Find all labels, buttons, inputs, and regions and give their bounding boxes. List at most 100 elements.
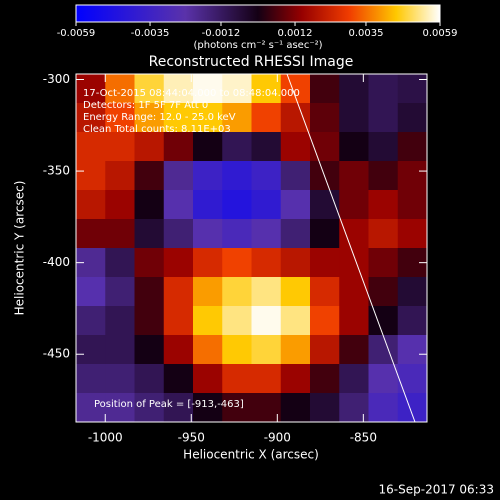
heatmap-cell: [251, 190, 282, 220]
heatmap-cell: [339, 103, 369, 133]
heatmap-cell: [163, 219, 194, 249]
heatmap-cell: [105, 190, 135, 220]
heatmap-cell: [251, 277, 282, 307]
heatmap-cell: [368, 219, 399, 249]
heatmap-cell: [280, 335, 311, 365]
heatmap-cell: [251, 161, 282, 191]
heatmap-cell: [193, 103, 223, 133]
heatmap-cell: [193, 393, 223, 423]
heatmap-cell: [310, 335, 340, 365]
heatmap-cell: [76, 161, 106, 191]
heatmap-cell: [397, 219, 428, 249]
heatmap-cell: [76, 393, 106, 423]
heatmap-cell: [310, 74, 340, 104]
heatmap-cell: [134, 190, 165, 220]
heatmap-cell: [222, 248, 252, 278]
colorbar-tick-label: -0.0012: [202, 28, 241, 39]
heatmap-cell: [222, 74, 252, 104]
heatmap-cell: [280, 277, 311, 307]
heatmap-cell: [251, 335, 282, 365]
heatmap-cell: [163, 306, 194, 336]
heatmap-cell: [105, 132, 135, 162]
heatmap-cell: [163, 277, 194, 307]
heatmap-cell: [310, 103, 340, 133]
y-tick-label: -450: [43, 347, 70, 361]
chart-title: Reconstructed RHESSI Image: [149, 54, 354, 70]
heatmap-cell: [105, 364, 135, 394]
x-axis-label: Heliocentric X (arcsec): [183, 448, 319, 462]
heatmap-cell: [193, 306, 223, 336]
heatmap-cell: [193, 190, 223, 220]
heatmap-cell: [397, 393, 428, 423]
heatmap-cell: [397, 190, 428, 220]
heatmap-cell: [251, 248, 282, 278]
heatmap-cell: [222, 393, 252, 423]
heatmap-cell: [280, 161, 311, 191]
heatmap-cell: [368, 393, 399, 423]
heatmap-cell: [251, 364, 282, 394]
plot-frame: [75, 73, 428, 423]
heatmap-cell: [105, 103, 135, 133]
heatmap-cell: [310, 132, 340, 162]
colorbar: [75, 4, 441, 23]
heatmap-cell: [339, 306, 369, 336]
x-tick-label: -900: [264, 431, 291, 445]
y-tick-label: -350: [43, 164, 70, 178]
heatmap-cell: [251, 393, 282, 423]
heatmap-cell: [222, 277, 252, 307]
heatmap-cell: [222, 306, 252, 336]
heatmap-cell: [163, 161, 194, 191]
heatmap-cell: [134, 74, 165, 104]
heatmap-cell: [76, 335, 106, 365]
heatmap-cell: [251, 74, 282, 104]
heatmap-cell: [368, 335, 399, 365]
heatmap-cell: [222, 161, 252, 191]
heatmap-cell: [105, 161, 135, 191]
heatmap-cell: [280, 393, 311, 423]
heatmap-cell: [397, 103, 428, 133]
heatmap-cell: [134, 132, 165, 162]
heatmap-cell: [280, 306, 311, 336]
annotation: Clean Total counts: 8.11E+03: [83, 124, 231, 135]
heatmap-cell: [222, 103, 252, 133]
heatmap-cell: [368, 306, 399, 336]
heatmap-cell: [105, 74, 135, 104]
heatmap-cell: [251, 103, 282, 133]
heatmap-cell: [193, 335, 223, 365]
heatmap-cell: [280, 103, 311, 133]
timestamp: 16-Sep-2017 06:33: [379, 483, 494, 497]
solar-limb: [286, 73, 416, 423]
colorbar-label: (photons cm⁻² s⁻¹ asec⁻²): [193, 40, 322, 51]
heatmap-cell: [163, 364, 194, 394]
colorbar-tick-label: -0.0059: [57, 28, 96, 39]
annotation: Energy Range: 12.0 - 25.0 keV: [83, 112, 236, 123]
heatmap-cell: [368, 161, 399, 191]
y-tick-label: -300: [43, 72, 70, 86]
heatmap-cell: [368, 132, 399, 162]
heatmap-cell: [193, 364, 223, 394]
heatmap-cell: [163, 190, 194, 220]
heatmap-cell: [193, 277, 223, 307]
heatmap-cell: [134, 393, 165, 423]
heatmap-cell: [76, 132, 106, 162]
heatmap-cell: [134, 248, 165, 278]
heatmap-cell: [339, 74, 369, 104]
heatmap-cell: [222, 132, 252, 162]
colorbar-tick-label: 0.0059: [423, 28, 458, 39]
heatmap-cell: [397, 277, 428, 307]
heatmap-cell: [280, 248, 311, 278]
heatmap-cell: [368, 103, 399, 133]
heatmap-cell: [310, 219, 340, 249]
heatmap-cell: [163, 248, 194, 278]
heatmap-cell: [76, 103, 106, 133]
heatmap-cell: [339, 219, 369, 249]
heatmap-cell: [105, 219, 135, 249]
colorbar-tick-label: -0.0035: [131, 28, 170, 39]
heatmap-cell: [339, 335, 369, 365]
heatmap-cell: [163, 335, 194, 365]
heatmap-cell: [163, 74, 194, 104]
heatmap-cell: [339, 393, 369, 423]
colorbar-tick-label: 0.0035: [348, 28, 383, 39]
heatmap-cell: [76, 219, 106, 249]
